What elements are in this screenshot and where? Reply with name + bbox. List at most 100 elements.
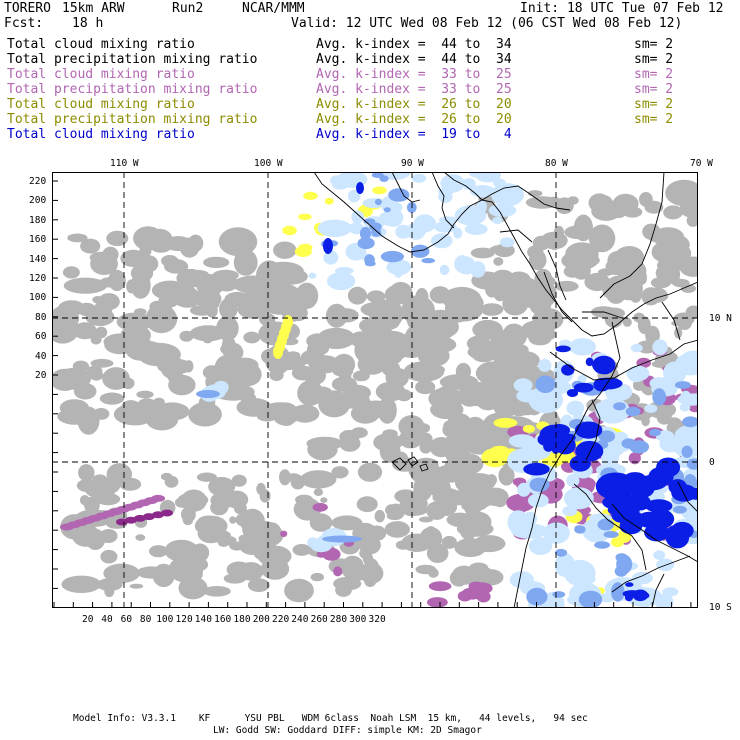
cloud-blob — [125, 516, 137, 524]
cloud-blob — [417, 345, 450, 367]
cloud-blob — [245, 295, 262, 310]
cloud-blob — [585, 357, 594, 367]
y-tick-label: 20 — [35, 370, 47, 381]
cloud-blob — [476, 424, 490, 435]
legend-field: Total cloud mixing ratio — [7, 67, 195, 82]
cloud-blob — [339, 435, 361, 452]
cloud-blob — [357, 237, 375, 250]
cloud-blob — [57, 408, 93, 425]
cloud-blob — [120, 249, 147, 267]
cloud-blob — [187, 234, 204, 252]
cloud-blob — [182, 515, 194, 526]
legend-field: Total precipitation mixing ratio — [7, 52, 258, 67]
forecast-label: Fcst: — [4, 16, 44, 31]
x-tick-label: 220 — [272, 614, 290, 625]
cloud-blob — [593, 194, 613, 211]
cloud-blob — [526, 587, 548, 606]
cloud-blob — [374, 198, 382, 206]
x-tick-label: 80 — [139, 614, 152, 625]
cloud-blob — [598, 268, 614, 276]
cloud-blob — [607, 276, 631, 290]
cloud-blob — [295, 494, 314, 505]
cloud-blob — [216, 280, 237, 292]
cloud-blob — [290, 474, 305, 490]
cloud-blob — [644, 404, 658, 413]
cloud-blob — [135, 534, 146, 541]
cloud-blob — [475, 387, 501, 411]
legend-kindex: Avg. k-index = 33 to 25 — [316, 82, 512, 97]
cloud-blob — [347, 189, 361, 203]
cloud-blob — [682, 416, 698, 428]
cloud-blob — [220, 342, 243, 356]
x-tick-label: 40 — [101, 614, 113, 625]
cloud-blob — [649, 429, 661, 437]
cloud-blob — [521, 320, 549, 340]
y-tick-label: 40 — [35, 350, 47, 362]
cloud-blob — [416, 429, 426, 442]
cloud-blob — [218, 227, 258, 257]
cloud-blob — [242, 520, 282, 540]
cloud-blob — [392, 457, 417, 472]
x-tick-label: 180 — [233, 614, 251, 625]
cloud-blob — [439, 374, 479, 390]
cloud-blob — [611, 476, 627, 486]
cloud-blob — [295, 282, 319, 309]
cloud-blob — [573, 214, 594, 242]
cloud-blob — [323, 250, 339, 265]
y-tick-label: 140 — [29, 253, 47, 265]
cloud-blob — [333, 566, 343, 577]
cloud-blob — [430, 400, 464, 420]
cloud-blob — [471, 582, 493, 595]
cloud-blob — [529, 477, 550, 492]
legend-field: Total cloud mixing ratio — [7, 97, 195, 112]
cloud-blob — [624, 593, 634, 602]
cloud-blob — [317, 219, 352, 237]
cloud-blob — [395, 224, 412, 239]
legend-field: Total cloud mixing ratio — [7, 127, 195, 142]
x-tick-label: 280 — [329, 614, 348, 625]
cloud-blob — [58, 300, 85, 316]
cloud-blob — [613, 402, 626, 411]
cloud-blob — [203, 256, 230, 269]
cloud-blob — [116, 518, 128, 526]
cloud-blob — [628, 370, 645, 383]
legend-sm: sm= 2 — [634, 52, 674, 67]
cloud-blob — [106, 230, 129, 247]
legend-sm: sm= 2 — [634, 97, 674, 112]
cloud-blob — [347, 286, 368, 305]
cloud-blob — [639, 192, 653, 207]
cloud-blob — [421, 257, 436, 264]
run-label: Run2 — [172, 1, 204, 16]
cloud-blob — [633, 312, 645, 323]
cloud-blob — [78, 464, 95, 482]
cloud-blob — [386, 259, 412, 275]
cloud-blob — [95, 326, 108, 339]
cloud-blob — [99, 277, 119, 288]
cloud-blob — [574, 421, 603, 439]
cloud-blob — [294, 246, 312, 257]
cloud-blob — [544, 409, 559, 428]
cloud-blob — [161, 509, 173, 517]
cloud-blob — [492, 278, 508, 302]
cloud-blob — [318, 390, 351, 418]
cloud-blob — [470, 247, 495, 259]
cloud-blob — [272, 402, 299, 426]
cloud-blob — [427, 597, 448, 608]
legend-field: Total precipitation mixing ratio — [7, 82, 258, 97]
organization: NCAR/MMM — [242, 1, 305, 16]
cloud-blob — [62, 266, 80, 279]
cloud-blob — [672, 278, 690, 288]
cloud-blob — [566, 389, 579, 397]
cloud-blob — [492, 216, 503, 224]
cloud-blob — [290, 404, 320, 423]
cloud-blob — [614, 565, 628, 577]
cloud-blob — [197, 515, 219, 529]
cloud-blob — [566, 474, 580, 487]
cloud-blob — [87, 480, 111, 498]
cloud-blob — [665, 179, 698, 207]
legend-field: Total cloud mixing ratio — [7, 37, 195, 52]
cloud-blob — [179, 330, 194, 342]
legend-kindex: Avg. k-index = 19 to 4 — [316, 127, 512, 142]
cloud-blob — [402, 490, 418, 499]
cloud-blob — [273, 241, 297, 259]
